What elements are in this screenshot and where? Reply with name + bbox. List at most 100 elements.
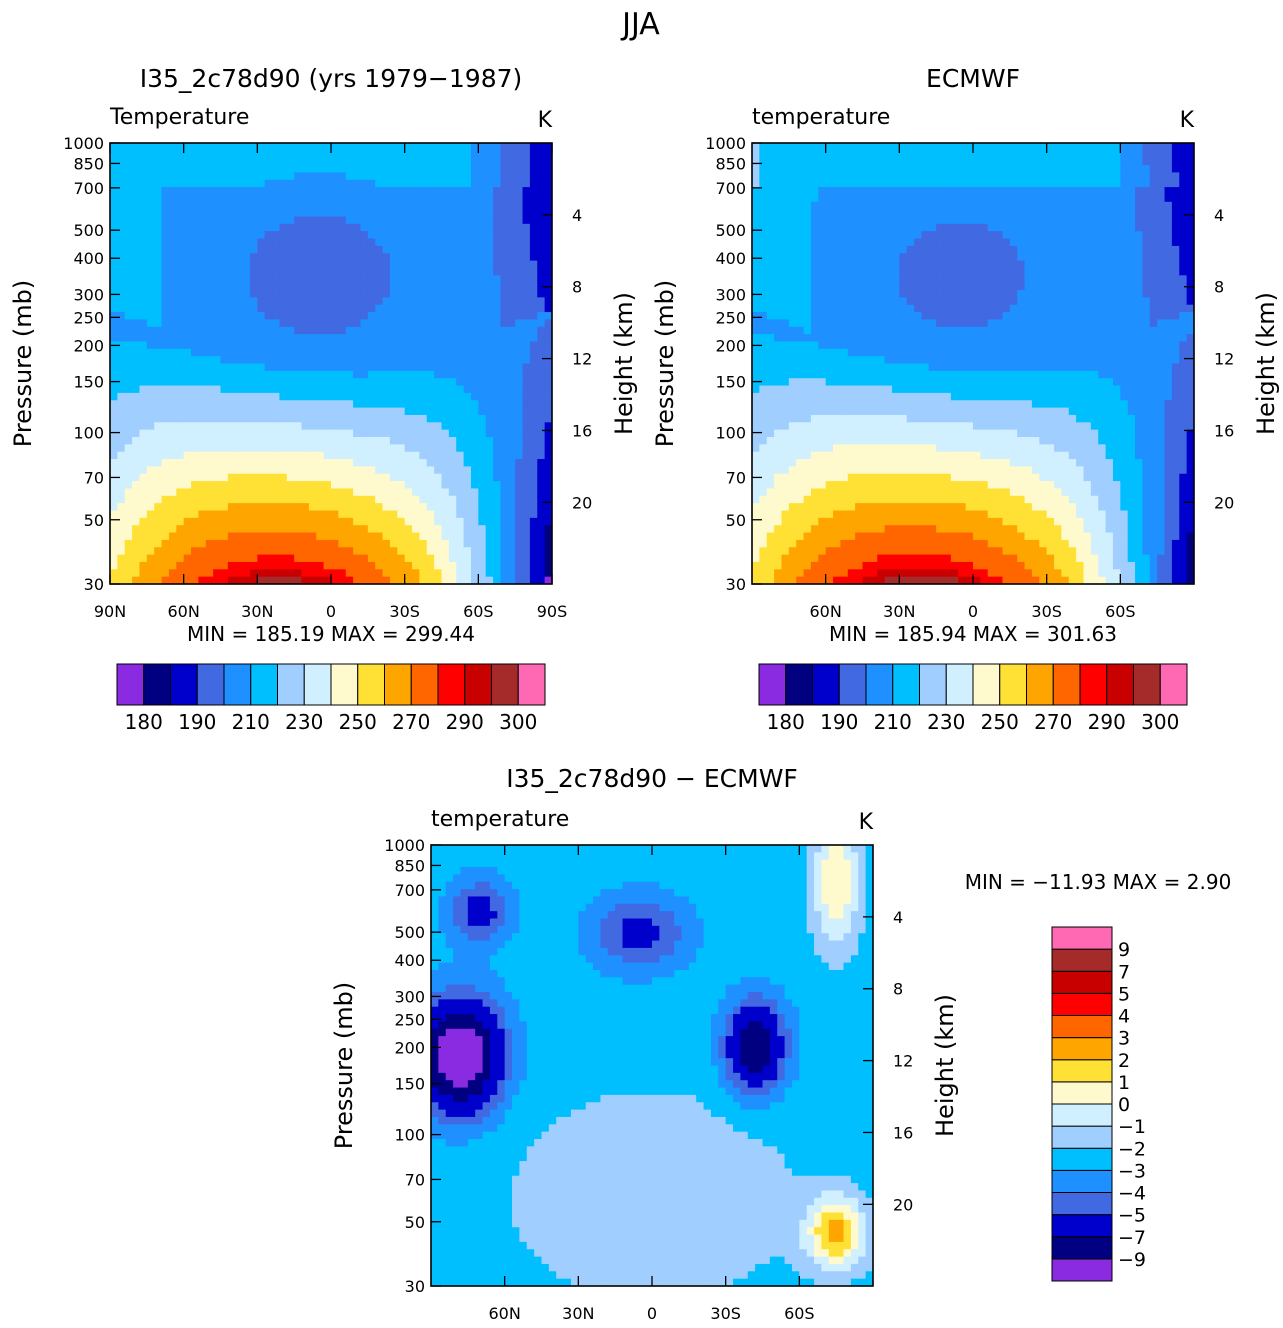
field-cell [249,187,258,196]
field-cell [227,561,236,570]
field-cell [833,223,841,232]
field-cell [382,290,391,298]
field-cell [198,532,207,541]
field-cell [375,231,384,240]
field-cell [847,282,856,291]
field-cell [220,245,229,254]
field-cell [183,282,192,291]
field-cell [884,539,893,548]
field-cell [419,539,428,548]
field-cell [441,525,450,534]
field-cell [529,407,538,416]
field-cell [891,414,900,423]
field-cell [833,481,841,490]
field-cell [397,223,406,232]
field-cell [840,444,849,453]
field-cell [877,495,886,504]
field-cell [434,488,443,497]
field-cell [360,223,369,232]
field-cell [448,143,457,151]
field-cell [869,326,878,335]
field-cell [537,216,546,225]
field-cell [847,326,856,335]
field-cell [840,363,849,372]
field-cell [803,260,812,269]
field-cell [301,378,310,387]
field-cell [191,187,199,196]
field-cell [168,150,177,159]
field-cell [500,143,509,151]
field-cell [404,223,413,232]
field-cell [752,334,760,343]
field-cell [434,503,443,512]
field-cell [227,179,236,188]
field-cell [507,150,516,159]
field-cell [286,245,295,254]
field-cell [759,290,768,298]
field-cell [818,356,827,365]
field-cell [375,201,384,210]
field-cell [833,414,841,423]
field-cell [360,216,369,225]
field-cell [257,216,266,225]
field-cell [456,157,465,166]
field-cell [227,503,236,512]
field-cell [257,503,266,512]
field-cell [331,378,339,387]
field-cell [367,172,376,181]
field-cell [353,363,362,372]
field-cell [825,231,834,240]
field-cell [470,290,479,298]
field-cell [345,150,354,159]
field-cell [154,157,163,166]
field-cell [191,488,199,497]
field-cell [899,172,908,181]
field-cell [529,238,538,247]
y2-tick-label: 12 [572,350,592,369]
field-cell [294,481,303,490]
field-cell [235,157,244,166]
field-cell [397,253,406,262]
field-cell [906,194,915,203]
field-cell [132,437,141,445]
field-cell [375,326,384,335]
field-cell [316,334,325,343]
field-cell [198,290,207,298]
field-cell [752,253,760,262]
field-cell [301,267,310,276]
field-cell [774,172,783,181]
field-cell [515,414,524,423]
field-cell [803,466,812,475]
field-cell [869,554,878,563]
field-cell [279,363,288,372]
y-tick-label: 70 [84,468,104,487]
field-cell [110,561,118,570]
field-cell [906,245,915,254]
field-cell [884,282,893,291]
field-cell [788,238,797,247]
field-cell [493,187,502,196]
field-cell [412,275,420,284]
field-cell [286,282,295,291]
field-cell [382,576,391,584]
field-cell [279,260,288,269]
field-cell [264,260,273,269]
field-cell [132,290,141,298]
field-cell [544,517,552,526]
field-cell [397,334,406,343]
field-cell [412,253,420,262]
field-cell [110,414,118,423]
field-cell [884,363,893,372]
field-cell [803,326,812,335]
field-cell [294,165,303,173]
field-cell [331,385,339,394]
field-cell [132,569,141,578]
field-cell [389,209,398,218]
field-cell [345,297,354,306]
field-cell [448,231,457,240]
field-cell [803,253,812,262]
field-cell [810,459,819,467]
field-cell [198,216,207,225]
field-cell [862,378,871,387]
field-cell [862,561,871,570]
